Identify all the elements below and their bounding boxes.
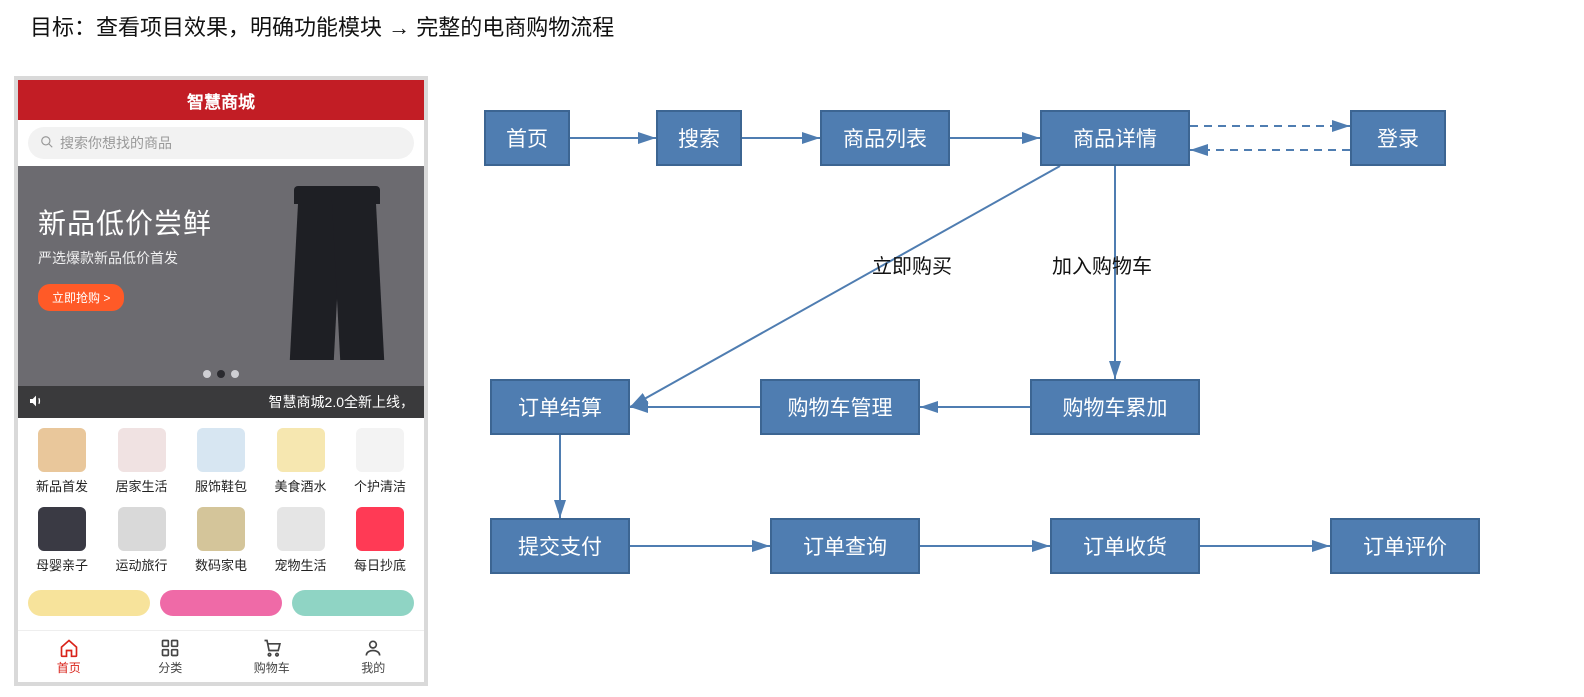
dot-active[interactable] <box>217 370 225 378</box>
category-label: 个护清洁 <box>342 476 418 495</box>
category-item[interactable]: 个护清洁 <box>342 428 418 495</box>
category-icon <box>277 428 325 472</box>
flow-node-list: 商品列表 <box>820 110 950 166</box>
bottom-tab-bar: 首页 分类 购物车 我的 <box>18 630 424 682</box>
category-label: 运动旅行 <box>104 555 180 574</box>
speaker-icon <box>28 393 44 412</box>
promo-card[interactable] <box>292 590 414 616</box>
flow-node-orderq: 订单查询 <box>770 518 920 574</box>
promo-card[interactable] <box>28 590 150 616</box>
category-icon <box>197 507 245 551</box>
tabbar-label: 首页 <box>57 659 81 676</box>
category-item[interactable]: 服饰鞋包 <box>183 428 259 495</box>
promo-row <box>28 590 414 616</box>
flow-node-home: 首页 <box>484 110 570 166</box>
dot[interactable] <box>231 370 239 378</box>
flow-edge-label: 加入购物车 <box>1052 250 1152 279</box>
flowchart: 首页 搜索 商品列表 商品详情 登录订单结算 购物车管理 购物车累加提交支付 订单查询 订单收货… <box>460 90 1570 680</box>
app-title: 智慧商城 <box>187 88 255 113</box>
search-placeholder: 搜索你想找的商品 <box>60 133 172 153</box>
category-label: 服饰鞋包 <box>183 476 259 495</box>
flow-edge-label: 立即购买 <box>872 250 952 279</box>
flow-node-orderrcv: 订单收货 <box>1050 518 1200 574</box>
goal-text: 目标：查看项目效果，明确功能模块 → 完整的电商购物流程 <box>30 10 614 42</box>
notice-text: 智慧商城2.0全新上线， <box>269 392 414 412</box>
category-icon <box>118 428 166 472</box>
tabbar-item-user[interactable]: 我的 <box>323 631 425 682</box>
category-item[interactable]: 母婴亲子 <box>24 507 100 574</box>
category-item[interactable]: 数码家电 <box>183 507 259 574</box>
category-item[interactable]: 居家生活 <box>104 428 180 495</box>
flow-node-login: 登录 <box>1350 110 1446 166</box>
category-item[interactable]: 运动旅行 <box>104 507 180 574</box>
user-icon <box>362 638 384 658</box>
flow-node-detail: 商品详情 <box>1040 110 1190 166</box>
category-icon <box>118 507 166 551</box>
search-icon <box>40 135 54 152</box>
banner-cta-button[interactable]: 立即抢购 > <box>38 284 124 311</box>
tabbar-item-cart[interactable]: 购物车 <box>221 631 323 682</box>
flow-node-pay: 提交支付 <box>490 518 630 574</box>
category-label: 宠物生活 <box>263 555 339 574</box>
category-icon <box>38 428 86 472</box>
category-label: 母婴亲子 <box>24 555 100 574</box>
banner[interactable]: 新品低价尝鲜 严选爆款新品低价首发 立即抢购 > <box>18 166 424 386</box>
search-bar-wrap: 搜索你想找的商品 <box>18 120 424 166</box>
tabbar-label: 我的 <box>361 659 385 676</box>
tabbar-label: 分类 <box>158 659 182 676</box>
flow-node-search: 搜索 <box>656 110 742 166</box>
home-icon <box>58 638 80 658</box>
grid-icon <box>159 638 181 658</box>
category-item[interactable]: 每日抄底 <box>342 507 418 574</box>
category-label: 美食酒水 <box>263 476 339 495</box>
tabbar-item-home[interactable]: 首页 <box>18 631 120 682</box>
cart-icon <box>261 638 283 658</box>
category-label: 新品首发 <box>24 476 100 495</box>
app-header: 智慧商城 <box>18 80 424 120</box>
category-label: 数码家电 <box>183 555 259 574</box>
flow-node-cartacc: 购物车累加 <box>1030 379 1200 435</box>
search-input[interactable]: 搜索你想找的商品 <box>28 127 414 159</box>
promo-card[interactable] <box>160 590 282 616</box>
category-item[interactable]: 美食酒水 <box>263 428 339 495</box>
category-icon <box>356 428 404 472</box>
flow-node-cartmgr: 购物车管理 <box>760 379 920 435</box>
banner-product-image <box>282 186 392 366</box>
category-icon <box>277 507 325 551</box>
tabbar-label: 购物车 <box>254 659 290 676</box>
category-label: 居家生活 <box>104 476 180 495</box>
flow-node-checkout: 订单结算 <box>490 379 630 435</box>
phone-mockup: 智慧商城 搜索你想找的商品 新品低价尝鲜 严选爆款新品低价首发 立即抢购 > <box>14 76 428 686</box>
category-icon <box>197 428 245 472</box>
dot[interactable] <box>203 370 211 378</box>
category-item[interactable]: 新品首发 <box>24 428 100 495</box>
notice-bar[interactable]: 智慧商城2.0全新上线， <box>18 386 424 418</box>
category-grid: 新品首发居家生活服饰鞋包美食酒水个护清洁 母婴亲子运动旅行数码家电宠物生活每日抄… <box>18 418 424 586</box>
category-icon <box>38 507 86 551</box>
flow-node-orderrate: 订单评价 <box>1330 518 1480 574</box>
category-label: 每日抄底 <box>342 555 418 574</box>
category-icon <box>356 507 404 551</box>
tabbar-item-grid[interactable]: 分类 <box>120 631 222 682</box>
category-item[interactable]: 宠物生活 <box>263 507 339 574</box>
banner-pagination-dots[interactable] <box>203 370 239 378</box>
